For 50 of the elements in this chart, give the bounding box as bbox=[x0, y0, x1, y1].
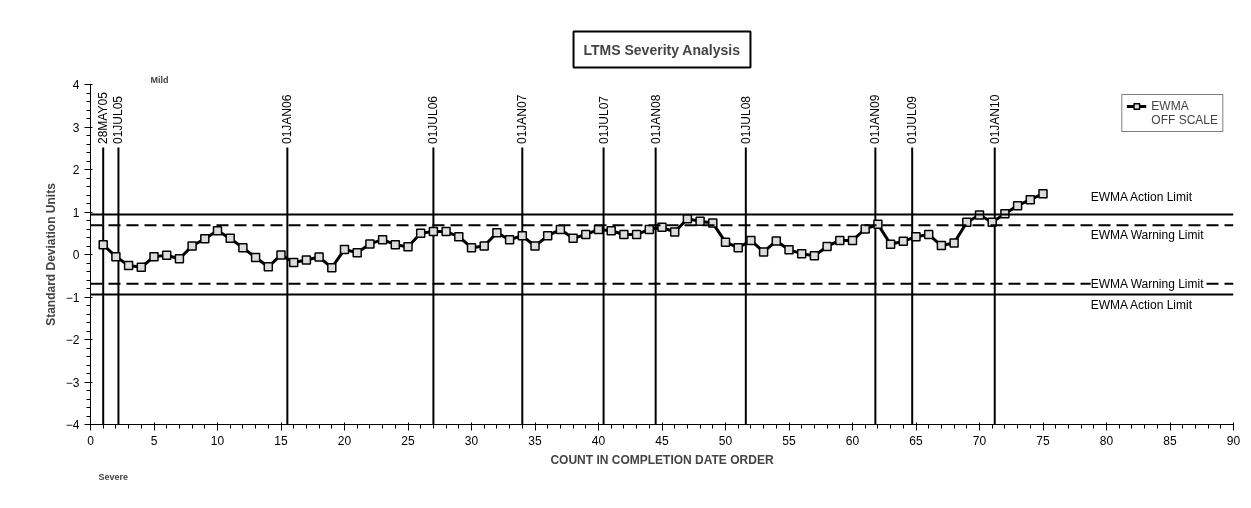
x-tick-label: 25 bbox=[401, 433, 415, 448]
x-tick-label: 5 bbox=[150, 433, 158, 448]
ref-line-label: 01JUL07 bbox=[596, 95, 611, 144]
x-tick-label: 40 bbox=[591, 433, 606, 448]
y-tick-label: −4 bbox=[65, 418, 80, 432]
ref-line-label: 01JAN07 bbox=[515, 94, 530, 144]
x-tick-label: 15 bbox=[274, 433, 288, 448]
y-tick-label: −3 bbox=[65, 375, 80, 390]
x-tick-label: 30 bbox=[464, 433, 479, 448]
x-tick-label: 70 bbox=[972, 433, 987, 448]
x-tick-label: 20 bbox=[337, 433, 352, 448]
ref-line-label: 01JUL05 bbox=[111, 95, 126, 144]
y-tick-label: 4 bbox=[72, 78, 80, 92]
ref-line-label: 01JAN06 bbox=[280, 94, 295, 144]
x-tick-label: 65 bbox=[909, 433, 923, 448]
y-tick-label: 1 bbox=[72, 205, 80, 220]
x-tick-label: 0 bbox=[87, 433, 95, 448]
ref-line-label: 01JUL09 bbox=[905, 95, 920, 144]
x-tick-label: 60 bbox=[845, 433, 860, 448]
x-tick-label: 35 bbox=[528, 433, 542, 448]
ref-line-label: 01JAN08 bbox=[648, 94, 663, 144]
ref-line-label: 01JUL08 bbox=[738, 95, 753, 144]
x-tick-label: 55 bbox=[782, 433, 796, 448]
text: Severe bbox=[98, 471, 129, 482]
ref-line-label: 01JAN10 bbox=[987, 94, 1002, 144]
x-tick-label: 85 bbox=[1163, 433, 1177, 448]
y-tick-label: −2 bbox=[65, 333, 80, 347]
x-tick-label: 75 bbox=[1036, 433, 1050, 448]
ref-line-label: EWMA Action Limit bbox=[1090, 297, 1193, 312]
ref-line-label: EWMA Action Limit bbox=[1090, 190, 1193, 205]
text: OFF SCALE bbox=[1151, 113, 1218, 127]
y-axis-title: Standard Deviation Units bbox=[43, 182, 58, 326]
chart-title: LTMS Severity Analysis bbox=[583, 41, 741, 58]
legend-label: EWMA bbox=[1151, 99, 1189, 113]
ref-line-label: EWMA Warning Limit bbox=[1090, 276, 1205, 291]
x-axis-title: COUNT IN COMPLETION DATE ORDER bbox=[550, 452, 774, 467]
ref-line-label: 01JAN09 bbox=[868, 94, 883, 144]
y-tick-label: −1 bbox=[65, 290, 80, 305]
y-tick-label: 3 bbox=[72, 120, 80, 135]
ref-line-label: EWMA Warning Limit bbox=[1090, 228, 1205, 243]
x-tick-label: 90 bbox=[1226, 433, 1241, 448]
ref-line-label: 01JUL06 bbox=[426, 95, 441, 144]
y-tick-label: 2 bbox=[72, 163, 80, 177]
x-tick-label: 80 bbox=[1099, 433, 1114, 448]
x-tick-label: 45 bbox=[655, 433, 669, 448]
ref-line-label: 28MAY05 bbox=[96, 91, 111, 144]
y-tick-label: 0 bbox=[72, 248, 80, 262]
text: Mild bbox=[150, 74, 169, 85]
x-tick-label: 10 bbox=[210, 433, 225, 448]
x-tick-label: 50 bbox=[718, 433, 733, 448]
